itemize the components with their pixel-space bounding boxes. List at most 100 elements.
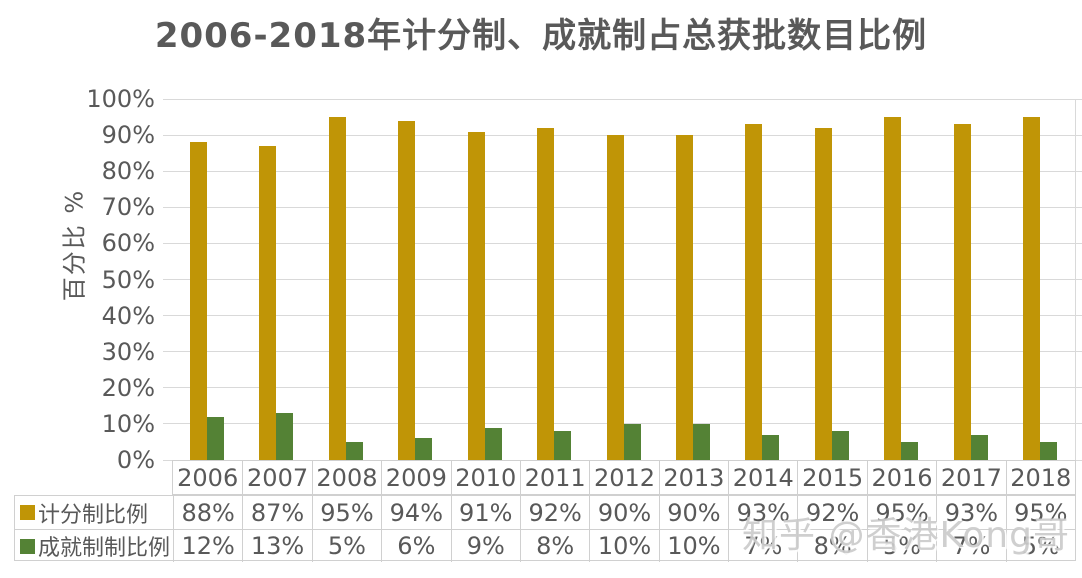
value-cell-2011-s0: 92% xyxy=(519,496,589,529)
series-label: 成就制制比例 xyxy=(38,536,171,561)
y-tick-label: 20% xyxy=(101,373,155,402)
bar-group-2015 xyxy=(797,99,866,460)
y-tick-label: 90% xyxy=(101,121,155,150)
value-cell-2008-s1: 5% xyxy=(311,529,382,562)
bar-series-area xyxy=(172,99,1075,460)
year-label-2018: 2018 xyxy=(1005,461,1075,494)
points-bar-2012 xyxy=(606,135,624,460)
value-cell-2011-s1: 8% xyxy=(519,529,590,562)
points-bar-2011 xyxy=(537,127,555,460)
year-label-2014: 2014 xyxy=(728,461,797,494)
y-tick-label: 30% xyxy=(101,337,155,366)
value-cell-2012-s1: 10% xyxy=(589,529,659,562)
achievement-legend-swatch-icon xyxy=(20,538,35,554)
points-bar-2013 xyxy=(676,135,694,460)
achievement-bar-2007 xyxy=(276,413,294,460)
year-label-2006: 2006 xyxy=(177,463,239,492)
achievement-bar-2013 xyxy=(693,423,711,460)
value-cell-2006-s0: 88% xyxy=(173,496,242,529)
bar-group-2008 xyxy=(311,99,380,460)
achievement-bar-2016 xyxy=(901,441,919,460)
value-cell-2016-s1: 5% xyxy=(866,529,937,562)
x-axis-year-header-row: 2006 2007 2008 2009 2010 2011 2012 2013 2014 2015… xyxy=(172,460,1076,495)
y-tick-label: 50% xyxy=(101,265,155,294)
bar-group-2009 xyxy=(380,99,449,460)
achievement-bar-2010 xyxy=(484,427,502,460)
series-label: 计分制比例 xyxy=(38,502,149,528)
value-cell-2015-s1: 8% xyxy=(797,529,867,562)
value-cell-2010-s0: 91% xyxy=(450,496,520,529)
year-label-2015: 2015 xyxy=(797,461,866,494)
value-cell-2009-s0: 94% xyxy=(381,496,450,529)
points-legend-swatch-icon xyxy=(20,505,35,520)
points-bar-2006 xyxy=(189,142,207,460)
points-bar-2015 xyxy=(814,127,832,460)
points-bar-2010 xyxy=(467,131,485,460)
value-cell-2006-s1: 12% xyxy=(173,529,243,562)
y-tick-label: 80% xyxy=(101,157,155,186)
bar-group-2013 xyxy=(658,99,727,460)
points-row-label: 计分制比例 xyxy=(15,496,173,529)
bar-group-2017 xyxy=(936,99,1005,460)
bar-group-2018 xyxy=(1006,99,1075,460)
achievement-row-label: 成就制制比例 xyxy=(15,529,173,562)
achievement-bar-2014 xyxy=(762,434,780,460)
value-cell-2007-s0: 87% xyxy=(242,496,311,529)
value-cell-2010-s1: 9% xyxy=(450,529,520,562)
year-label-2016: 2016 xyxy=(866,461,936,494)
gridline-100 xyxy=(163,98,1082,100)
year-label-2007: 2007 xyxy=(242,461,311,494)
value-cell-2009-s1: 6% xyxy=(381,529,451,562)
plot-area xyxy=(163,98,1082,461)
bar-group-2014 xyxy=(728,99,797,460)
value-cell-2016-s0: 95% xyxy=(866,496,936,529)
points-bar-2017 xyxy=(953,124,971,460)
points-bar-2009 xyxy=(398,120,416,460)
achievement-bar-2015 xyxy=(831,431,849,460)
y-axis-tick-labels: 0% 10% 20% 30% 40% 50% 60% 70% 80% 90% 100% xyxy=(0,87,157,472)
watermark: 知乎 @香港Kong哥 xyxy=(742,515,1070,556)
points-bar-2018 xyxy=(1023,117,1041,460)
value-cell-2014-s0: 93% xyxy=(728,496,797,529)
year-label-2017: 2017 xyxy=(936,461,1005,494)
bar-group-2011 xyxy=(519,99,588,460)
data-table: 计分制比例 88% 87% 95% 94% 91% 92% 90% 90% 93% 92% 95% 93… xyxy=(14,495,1076,562)
y-tick-label: 60% xyxy=(101,229,155,258)
year-label-2009: 2009 xyxy=(381,461,450,494)
value-cell-2008-s0: 95% xyxy=(311,496,381,529)
achievement-bar-2011 xyxy=(554,431,572,460)
year-label-2013: 2013 xyxy=(658,461,728,494)
value-cell-2014-s1: 7% xyxy=(728,529,798,562)
year-label-2008: 2008 xyxy=(311,461,381,494)
year-label-2011: 2011 xyxy=(519,461,589,494)
y-tick-label: 100% xyxy=(86,85,155,113)
bar-group-2010 xyxy=(450,99,519,460)
y-tick-label: 70% xyxy=(101,193,155,222)
points-bar-2008 xyxy=(328,117,346,460)
value-cell-2015-s0: 92% xyxy=(797,496,866,529)
achievement-bar-2012 xyxy=(623,423,641,460)
points-bar-2016 xyxy=(884,117,902,460)
y-tick-label: 0% xyxy=(116,446,155,474)
achievement-bar-2009 xyxy=(415,438,433,460)
y-tick-label: 40% xyxy=(101,301,155,330)
bar-group-2016 xyxy=(867,99,936,460)
value-cell-2018-s0: 95% xyxy=(1005,496,1075,529)
value-cell-2013-s0: 90% xyxy=(658,496,728,529)
value-cell-2007-s1: 13% xyxy=(242,529,312,562)
value-cell-2013-s1: 10% xyxy=(658,529,729,562)
year-label-2010: 2010 xyxy=(450,461,520,494)
achievement-bar-2006 xyxy=(206,416,224,460)
year-label-2012: 2012 xyxy=(589,461,658,494)
achievement-bar-2018 xyxy=(1040,441,1058,460)
bar-group-2006 xyxy=(172,99,241,460)
bar-group-2007 xyxy=(241,99,310,460)
value-cell-2017-s0: 93% xyxy=(936,496,1005,529)
y-tick-label: 10% xyxy=(101,409,155,438)
chart-title: 2006-2018年计分制、成就制占总获批数目比例 xyxy=(154,16,928,56)
bar-group-2012 xyxy=(589,99,658,460)
value-cell-2017-s1: 7% xyxy=(936,529,1006,562)
achievement-bar-2017 xyxy=(970,434,988,460)
value-cell-2012-s0: 90% xyxy=(589,496,658,529)
points-bar-2007 xyxy=(259,145,277,460)
